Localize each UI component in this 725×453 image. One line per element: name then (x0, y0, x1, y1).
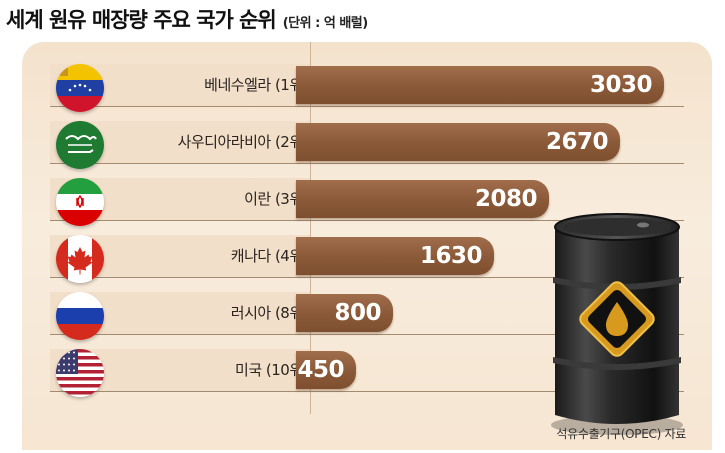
chart-title: 세계 원유 매장량 주요 국가 순위 (6, 8, 277, 32)
venezuela-flag-icon (56, 64, 104, 112)
value-label: 800 (334, 300, 381, 326)
row-divider (50, 391, 684, 392)
source-note: 석유수출기구(OPEC) 자료 (556, 427, 686, 441)
usa-flag-icon (56, 349, 104, 397)
value-label: 3030 (589, 72, 653, 98)
bar (296, 123, 620, 161)
category-label: 러시아 (8위) (230, 304, 309, 322)
chart-panel: 베네수엘라 (1위) 3030 사우디아라비아 (2위) 2670 이란 (3위) 208… (22, 42, 712, 450)
row-divider (50, 277, 684, 278)
value-label: 2080 (474, 186, 538, 212)
oil-barrel-icon (551, 213, 683, 435)
row-divider (50, 220, 684, 221)
category-label: 캐나다 (4위) (230, 247, 309, 265)
category-label: 이란 (3위) (244, 190, 308, 208)
bar-row: 사우디아라비아 (2위) 2670 (22, 119, 712, 176)
bar (296, 294, 393, 332)
bar-row: 베네수엘라 (1위) 3030 (22, 62, 712, 119)
value-label: 450 (297, 357, 344, 383)
unit-label: (단위 : 억 배럴) (282, 16, 368, 31)
category-label: 베네수엘라 (1위) (204, 76, 308, 94)
saudi-arabia-flag-icon (56, 121, 104, 169)
bar (296, 66, 664, 104)
bar-row: 러시아 (8위) 800 (22, 290, 712, 347)
row-divider (50, 163, 684, 164)
bar (296, 351, 356, 389)
bar (296, 180, 549, 218)
axis-line (310, 42, 311, 414)
bar-row: 캐나다 (4위) 1630 (22, 233, 712, 290)
iran-flag-icon (56, 178, 104, 226)
title-row: 세계 원유 매장량 주요 국가 순위 (단위 : 억 배럴) (6, 4, 368, 34)
value-label: 2670 (545, 129, 609, 155)
bar (296, 237, 494, 275)
bar-row: 미국 (10위) 450 (22, 347, 712, 404)
category-label: 미국 (10위) (235, 361, 308, 379)
value-label: 1630 (419, 243, 483, 269)
row-divider (50, 334, 684, 335)
russia-flag-icon (56, 292, 104, 340)
row-divider (50, 106, 684, 107)
canada-flag-icon (56, 235, 104, 283)
bar-row: 이란 (3위) 2080 (22, 176, 712, 233)
category-label: 사우디아라비아 (2위) (177, 133, 309, 151)
